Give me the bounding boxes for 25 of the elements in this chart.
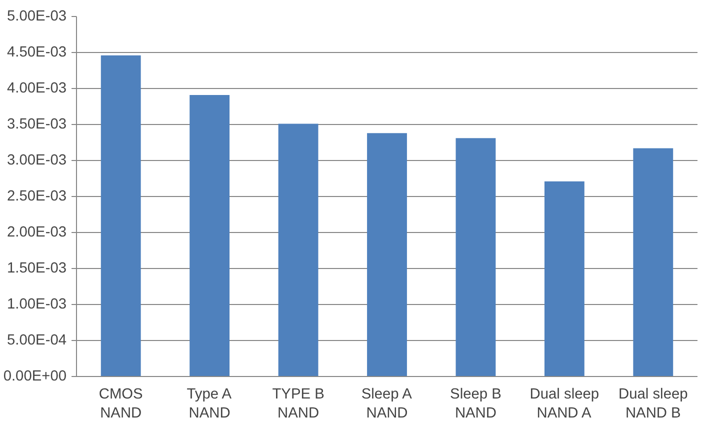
y-tick-label: 4.00E-03 bbox=[7, 80, 66, 96]
bar bbox=[278, 124, 318, 376]
x-tick-label: Dual sleep NAND A bbox=[530, 386, 600, 422]
y-tick-label: 1.50E-03 bbox=[7, 260, 66, 276]
bar bbox=[544, 181, 584, 376]
y-tick-label: 3.50E-03 bbox=[7, 116, 66, 132]
bar bbox=[367, 133, 407, 376]
bar bbox=[100, 55, 141, 376]
x-tick-label: CMOS NAND bbox=[98, 386, 144, 422]
y-tick-label: 2.50E-03 bbox=[7, 188, 66, 204]
x-tick-label: TYPE B NAND bbox=[272, 386, 324, 422]
x-tick-label: Dual sleep NAND B bbox=[618, 386, 688, 422]
y-tick-label: 5.00E-03 bbox=[7, 8, 66, 24]
y-tick-label: 2.00E-03 bbox=[7, 224, 66, 240]
y-tick-label: 4.50E-03 bbox=[7, 44, 66, 60]
bar bbox=[633, 148, 674, 376]
bar bbox=[190, 94, 230, 376]
bar bbox=[456, 138, 496, 376]
x-tick-label: Sleep A NAND bbox=[361, 386, 412, 422]
y-tick-label: 3.00E-03 bbox=[7, 152, 66, 168]
x-tick-label: Type A NAND bbox=[186, 386, 232, 422]
y-tick-label: 0.00E+00 bbox=[3, 368, 67, 384]
y-tick-label: 5.00E-04 bbox=[7, 332, 66, 348]
y-tick-label: 1.00E-03 bbox=[7, 296, 66, 312]
x-tick-label: Sleep B NAND bbox=[450, 386, 502, 422]
